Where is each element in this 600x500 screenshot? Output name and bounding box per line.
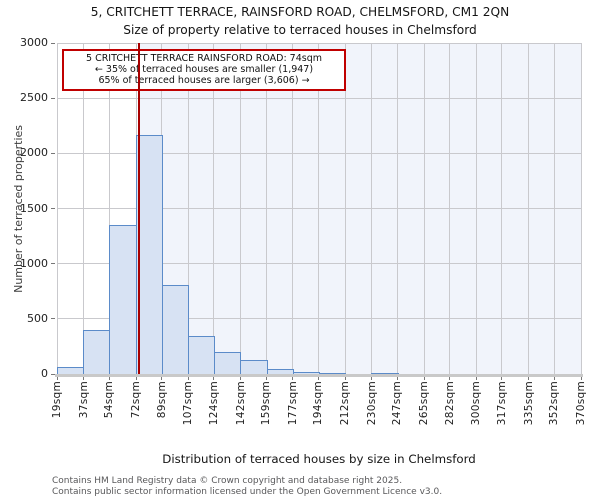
x-tick-label: 300sqm [470,381,483,426]
y-tick-mark [51,263,55,265]
y-tick-label: 2500 [20,91,48,105]
property-size-marker-line [138,43,141,374]
x-tick-label: 89sqm [155,381,168,419]
chart-subtitle: Size of property relative to terraced ho… [123,23,477,37]
x-tick-label: 230sqm [365,381,378,426]
x-tick-label: 54sqm [103,381,116,419]
horizontal-gridline [57,208,581,209]
x-tick-mark [213,377,215,380]
x-tick-label: 72sqm [130,381,143,419]
histogram-bar [214,352,242,374]
x-tick-label: 370sqm [575,381,587,426]
vertical-gridline [580,43,582,374]
annotation-box: 5 CRITCHETT TERRACE RAINSFORD ROAD: 74sq… [62,49,346,91]
y-tick-label: 0 [41,367,48,380]
y-tick-mark [51,208,55,209]
x-tick-label: 142sqm [234,381,247,426]
x-tick-mark [161,377,162,380]
horizontal-gridline [57,318,581,320]
annotation-line-1: 5 CRITCHETT TERRACE RAINSFORD ROAD: 74sq… [86,53,322,64]
histogram-bar [83,329,111,374]
x-tick-label: 335sqm [522,381,535,426]
x-tick-label: 177sqm [286,381,299,426]
x-tick-label: 212sqm [339,381,352,426]
y-tick-mark [51,42,55,44]
y-tick-mark [51,152,55,154]
x-tick-mark [449,377,451,380]
x-tick-label: 352sqm [548,381,561,426]
histogram-bar [188,335,216,374]
x-tick-mark [108,377,110,380]
x-tick-mark [265,377,267,380]
x-tick-mark [344,377,346,380]
plot-area: 5 CRITCHETT TERRACE RAINSFORD ROAD: 74sq… [20,36,587,425]
chart-title: 5, CRITCHETT TERRACE, RAINSFORD ROAD, CH… [90,5,510,19]
x-tick-mark [187,377,189,380]
x-axis-baseline [55,374,583,377]
x-tick-mark [56,377,58,380]
histogram-bar [109,225,137,374]
footer-attribution-line-2: Contains public sector information licen… [52,486,443,497]
histogram-bar [135,134,163,374]
annotation-line-3: 65% of terraced houses are larger (3,606… [98,75,310,86]
y-tick-mark [51,373,55,375]
x-tick-mark [423,377,425,380]
y-tick-mark [51,97,55,99]
horizontal-gridline [57,97,581,99]
histogram-bar [57,367,85,374]
y-tick-label: 1000 [20,256,48,270]
x-tick-mark [83,377,85,380]
x-tick-label: 159sqm [260,381,272,426]
histogram-bar [319,372,347,374]
x-tick-mark [475,377,477,380]
histogram-bar [292,371,320,374]
annotation-line-2: ← 35% of terraced houses are smaller (1,… [94,64,314,75]
x-tick-mark [317,377,319,380]
horizontal-gridline [57,42,581,44]
x-axis-title: Distribution of terraced houses by size … [162,452,476,466]
x-tick-mark [580,377,582,380]
footer-attribution-line-1: Contains HM Land Registry data © Crown c… [52,476,403,486]
x-tick-mark [135,377,137,380]
x-tick-mark [501,377,503,380]
x-tick-mark [528,377,530,380]
y-tick-label: 500 [27,311,48,325]
y-tick-label: 2000 [20,146,48,160]
horizontal-gridline [57,263,581,265]
histogram-bar [266,369,294,374]
x-tick-label: 19sqm [51,381,63,419]
histogram-bar [371,372,399,374]
x-tick-label: 247sqm [391,381,404,426]
histogram-bar [240,359,268,374]
x-tick-label: 282sqm [443,381,456,426]
x-tick-label: 317sqm [495,381,508,426]
x-tick-mark [292,377,294,380]
x-tick-label: 107sqm [182,381,195,426]
horizontal-gridline [57,152,581,154]
x-tick-label: 265sqm [418,381,431,426]
y-tick-label: 3000 [20,36,48,49]
x-tick-label: 37sqm [77,381,90,419]
x-tick-label: 124sqm [207,381,220,426]
x-tick-mark [240,377,242,380]
histogram-bar [161,284,189,374]
y-tick-mark [51,318,55,320]
y-tick-label: 1500 [20,201,48,215]
x-tick-mark [553,377,555,380]
x-tick-label: 194sqm [312,381,325,426]
x-tick-mark [371,377,373,380]
x-tick-mark [396,377,398,380]
